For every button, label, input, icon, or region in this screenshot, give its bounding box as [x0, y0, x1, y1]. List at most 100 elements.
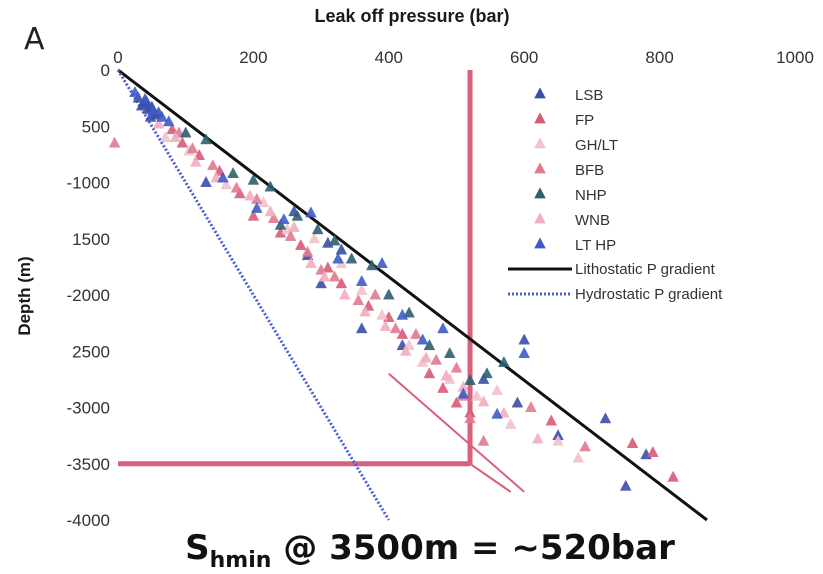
data-point [552, 434, 564, 446]
x-tick-label: 600 [510, 48, 538, 67]
data-point [477, 372, 490, 384]
panel-letter: A [24, 22, 45, 57]
data-point [147, 103, 160, 115]
data-point [423, 339, 436, 351]
data-point [135, 99, 148, 111]
annotation-line [388, 372, 525, 493]
data-point [200, 175, 212, 187]
x-axis-title: Leak off pressure (bar) [314, 6, 510, 26]
data-point [234, 187, 246, 199]
y-tick-label: -1000 [67, 174, 110, 193]
data-point [366, 259, 378, 271]
data-point [525, 400, 537, 412]
legend-marker [534, 112, 546, 124]
x-tick-label: 800 [645, 48, 673, 67]
data-point [169, 130, 182, 142]
data-point [437, 381, 449, 393]
data-point [437, 322, 449, 334]
data-point [322, 261, 334, 273]
data-point [206, 159, 219, 171]
data-point [264, 205, 277, 217]
data-point [108, 136, 121, 148]
x-tick-label: 0 [113, 48, 122, 67]
data-point [352, 294, 365, 306]
data-point [481, 367, 493, 379]
data-point [511, 396, 524, 408]
legend-marker [534, 137, 546, 149]
data-point [440, 369, 453, 381]
data-point [420, 351, 432, 363]
data-point [619, 479, 632, 491]
x-tick-label: 400 [375, 48, 403, 67]
data-point [328, 270, 341, 282]
data-point [355, 274, 368, 286]
data-point [491, 384, 503, 396]
data-point [190, 155, 202, 167]
annotation-line [469, 462, 512, 493]
data-point [294, 238, 307, 250]
data-point [186, 142, 199, 154]
data-point [477, 434, 490, 446]
y-tick-label: 500 [82, 117, 110, 136]
data-point [139, 92, 151, 104]
data-point [291, 209, 304, 221]
shmin-caption-subscript: hmin [209, 548, 272, 573]
data-point [166, 123, 178, 135]
data-point [470, 389, 483, 401]
data-point [159, 130, 172, 142]
legend-marker [534, 187, 546, 199]
data-point [416, 333, 429, 345]
hydrostatic-line [116, 69, 391, 521]
data-point [531, 432, 544, 444]
data-point [345, 252, 358, 264]
y-tick-label: 2500 [72, 342, 110, 361]
legend-label: NHP [575, 187, 607, 204]
y-tick-label: 0 [101, 61, 110, 80]
data-point [247, 173, 260, 185]
data-point [572, 451, 585, 463]
data-point [477, 395, 490, 407]
data-point [464, 412, 476, 424]
data-point [504, 417, 517, 429]
legend-marker [534, 212, 546, 224]
data-point [288, 220, 300, 232]
data-point [311, 223, 324, 235]
legend-label: LT HP [575, 237, 616, 254]
data-point [376, 308, 388, 320]
data-point [457, 387, 470, 399]
data-point [359, 305, 371, 317]
x-tick-label: 1000 [776, 48, 814, 67]
data-point [200, 133, 212, 145]
shmin-caption-rest: @ 3500m = ~520bar [271, 528, 675, 568]
data-point [626, 436, 639, 448]
legend-label: LSB [575, 87, 603, 104]
data-point [491, 407, 503, 419]
data-point [132, 91, 145, 103]
data-point [129, 85, 141, 97]
data-point [284, 229, 297, 241]
y-tick-label: -2000 [67, 286, 110, 305]
data-point [396, 308, 409, 320]
data-point [423, 367, 436, 379]
data-point [179, 126, 192, 138]
data-point [244, 189, 256, 201]
legend-marker [534, 87, 546, 99]
data-point [308, 232, 321, 244]
data-point [152, 117, 165, 129]
y-tick-label: -3000 [67, 399, 110, 418]
x-tick-label: 200 [239, 48, 267, 67]
data-point [315, 277, 327, 289]
legend-marker [534, 237, 546, 249]
data-point [376, 256, 388, 268]
data-point [599, 412, 612, 424]
data-point [267, 211, 280, 223]
y-tick-label: -3500 [67, 455, 110, 474]
y-tick-label: -4000 [67, 511, 110, 530]
data-point [464, 373, 476, 385]
data-point [264, 180, 277, 192]
data-point [162, 115, 175, 127]
data-point [176, 136, 189, 148]
legend-label: BFB [575, 162, 604, 179]
